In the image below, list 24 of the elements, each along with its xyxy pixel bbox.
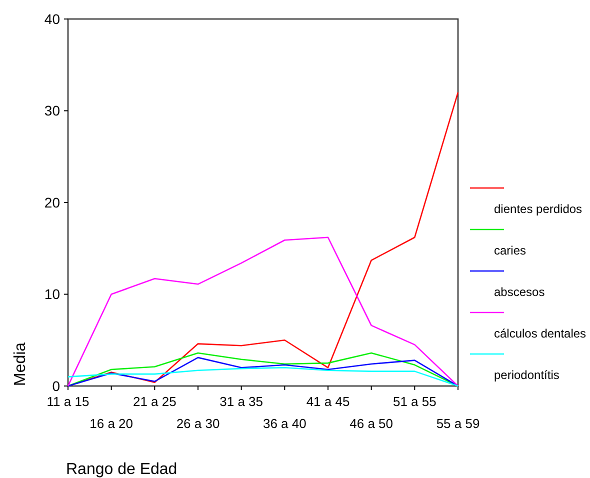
x-tick-label: 46 a 50 — [350, 416, 394, 431]
y-tick-label: 0 — [52, 378, 60, 394]
x-tick-label: 55 a 59 — [436, 416, 480, 431]
x-tick-label: 36 a 40 — [262, 416, 306, 431]
y-tick-label: 30 — [44, 102, 60, 119]
x-tick-label: 21 a 25 — [132, 394, 176, 409]
x-tick-label: 11 a 15 — [46, 394, 90, 409]
legend-label: dientes perdidos — [494, 202, 582, 216]
x-tick-label: 41 a 45 — [306, 394, 350, 409]
y-tick-label: 40 — [44, 10, 60, 27]
x-tick-label: 51 a 55 — [392, 394, 436, 409]
x-tick-label: 31 a 35 — [220, 394, 264, 409]
y-tick-label: 20 — [44, 194, 60, 210]
legend-label: caries — [494, 244, 526, 258]
y-axis-title: Media — [12, 342, 29, 386]
line-series — [67, 367, 459, 387]
x-axis-title: Rango de Edad — [66, 461, 178, 478]
x-tick-label: 26 a 30 — [176, 416, 220, 431]
line-series — [67, 236, 459, 387]
legend-label: periodontítis — [494, 368, 560, 382]
y-tick-label: 10 — [44, 286, 60, 302]
legend-label: cálculos dentales — [494, 326, 586, 340]
legend-label: abscesos — [494, 285, 545, 299]
x-tick-label: 16 a 20 — [90, 416, 134, 431]
